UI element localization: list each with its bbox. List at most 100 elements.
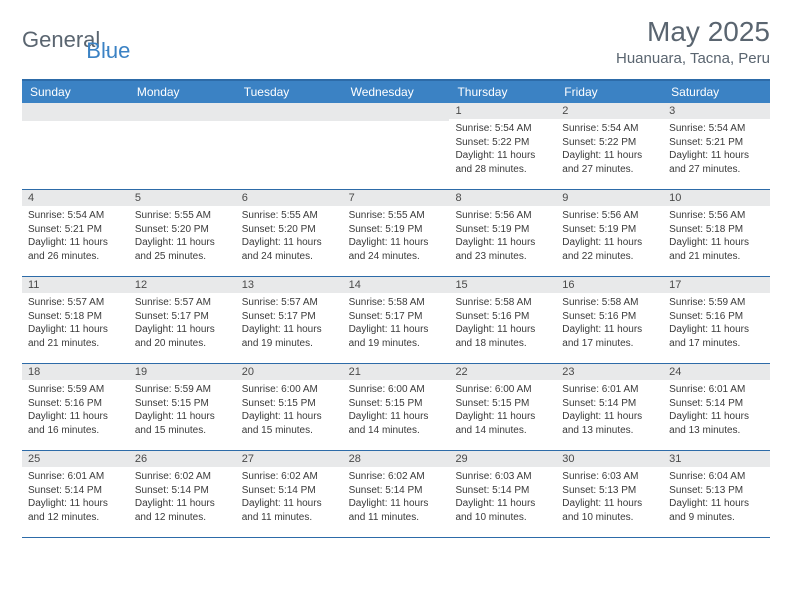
sunset-text: Sunset: 5:22 PM xyxy=(455,136,550,150)
sunset-text: Sunset: 5:18 PM xyxy=(28,310,123,324)
day-number: 17 xyxy=(663,277,770,293)
day-content: Sunrise: 5:56 AMSunset: 5:19 PMDaylight:… xyxy=(449,206,556,266)
sunrise-text: Sunrise: 5:54 AM xyxy=(669,122,764,136)
sunrise-text: Sunrise: 5:57 AM xyxy=(135,296,230,310)
sunset-text: Sunset: 5:19 PM xyxy=(455,223,550,237)
day-content: Sunrise: 6:00 AMSunset: 5:15 PMDaylight:… xyxy=(343,380,450,440)
day-number: 29 xyxy=(449,451,556,467)
daylight1-text: Daylight: 11 hours xyxy=(242,236,337,250)
sunrise-text: Sunrise: 5:56 AM xyxy=(669,209,764,223)
day-number: 2 xyxy=(556,103,663,119)
week-row: 25Sunrise: 6:01 AMSunset: 5:14 PMDayligh… xyxy=(22,451,770,538)
day-cell: 25Sunrise: 6:01 AMSunset: 5:14 PMDayligh… xyxy=(22,451,129,537)
day-number: 20 xyxy=(236,364,343,380)
day-number: 4 xyxy=(22,190,129,206)
day-content: Sunrise: 6:01 AMSunset: 5:14 PMDaylight:… xyxy=(22,467,129,527)
day-cell: 6Sunrise: 5:55 AMSunset: 5:20 PMDaylight… xyxy=(236,190,343,276)
daylight2-text: and 15 minutes. xyxy=(242,424,337,438)
header: General Blue May 2025 Huanuara, Tacna, P… xyxy=(22,16,770,67)
daylight2-text: and 14 minutes. xyxy=(349,424,444,438)
day-number: 10 xyxy=(663,190,770,206)
sunset-text: Sunset: 5:17 PM xyxy=(242,310,337,324)
day-number: 27 xyxy=(236,451,343,467)
day-cell: 18Sunrise: 5:59 AMSunset: 5:16 PMDayligh… xyxy=(22,364,129,450)
sunrise-text: Sunrise: 6:01 AM xyxy=(669,383,764,397)
day-number: 24 xyxy=(663,364,770,380)
sunset-text: Sunset: 5:16 PM xyxy=(669,310,764,324)
calendar: SundayMondayTuesdayWednesdayThursdayFrid… xyxy=(22,79,770,538)
daylight2-text: and 27 minutes. xyxy=(562,163,657,177)
day-header: Thursday xyxy=(449,81,556,103)
day-cell: 4Sunrise: 5:54 AMSunset: 5:21 PMDaylight… xyxy=(22,190,129,276)
weeks-container: 1Sunrise: 5:54 AMSunset: 5:22 PMDaylight… xyxy=(22,103,770,538)
logo-text-2: Blue xyxy=(86,38,130,64)
daylight2-text: and 24 minutes. xyxy=(349,250,444,264)
sunset-text: Sunset: 5:15 PM xyxy=(242,397,337,411)
day-cell: 30Sunrise: 6:03 AMSunset: 5:13 PMDayligh… xyxy=(556,451,663,537)
daylight2-text: and 15 minutes. xyxy=(135,424,230,438)
day-cell: 31Sunrise: 6:04 AMSunset: 5:13 PMDayligh… xyxy=(663,451,770,537)
day-cell: 28Sunrise: 6:02 AMSunset: 5:14 PMDayligh… xyxy=(343,451,450,537)
sunset-text: Sunset: 5:17 PM xyxy=(349,310,444,324)
sunrise-text: Sunrise: 6:01 AM xyxy=(28,470,123,484)
day-content: Sunrise: 5:55 AMSunset: 5:19 PMDaylight:… xyxy=(343,206,450,266)
day-content: Sunrise: 5:54 AMSunset: 5:22 PMDaylight:… xyxy=(449,119,556,179)
daylight1-text: Daylight: 11 hours xyxy=(455,497,550,511)
day-number: 9 xyxy=(556,190,663,206)
day-number: 26 xyxy=(129,451,236,467)
day-number xyxy=(22,103,129,121)
day-cell: 26Sunrise: 6:02 AMSunset: 5:14 PMDayligh… xyxy=(129,451,236,537)
sunrise-text: Sunrise: 5:54 AM xyxy=(562,122,657,136)
day-number xyxy=(236,103,343,121)
day-number: 12 xyxy=(129,277,236,293)
day-number: 5 xyxy=(129,190,236,206)
daylight1-text: Daylight: 11 hours xyxy=(455,323,550,337)
day-content: Sunrise: 5:58 AMSunset: 5:17 PMDaylight:… xyxy=(343,293,450,353)
daylight2-text: and 22 minutes. xyxy=(562,250,657,264)
day-content: Sunrise: 5:55 AMSunset: 5:20 PMDaylight:… xyxy=(236,206,343,266)
day-cell: 8Sunrise: 5:56 AMSunset: 5:19 PMDaylight… xyxy=(449,190,556,276)
day-content: Sunrise: 5:57 AMSunset: 5:17 PMDaylight:… xyxy=(129,293,236,353)
daylight1-text: Daylight: 11 hours xyxy=(135,236,230,250)
day-number: 7 xyxy=(343,190,450,206)
day-content: Sunrise: 5:57 AMSunset: 5:17 PMDaylight:… xyxy=(236,293,343,353)
day-cell: 15Sunrise: 5:58 AMSunset: 5:16 PMDayligh… xyxy=(449,277,556,363)
sunrise-text: Sunrise: 6:03 AM xyxy=(562,470,657,484)
day-content: Sunrise: 5:56 AMSunset: 5:19 PMDaylight:… xyxy=(556,206,663,266)
day-content: Sunrise: 6:04 AMSunset: 5:13 PMDaylight:… xyxy=(663,467,770,527)
sunset-text: Sunset: 5:14 PM xyxy=(669,397,764,411)
daylight2-text: and 21 minutes. xyxy=(669,250,764,264)
daylight1-text: Daylight: 11 hours xyxy=(28,497,123,511)
logo: General Blue xyxy=(22,16,130,64)
day-cell: 29Sunrise: 6:03 AMSunset: 5:14 PMDayligh… xyxy=(449,451,556,537)
sunrise-text: Sunrise: 5:55 AM xyxy=(349,209,444,223)
sunset-text: Sunset: 5:20 PM xyxy=(135,223,230,237)
daylight1-text: Daylight: 11 hours xyxy=(669,410,764,424)
daylight2-text: and 13 minutes. xyxy=(669,424,764,438)
sunrise-text: Sunrise: 6:00 AM xyxy=(455,383,550,397)
daylight2-text: and 12 minutes. xyxy=(135,511,230,525)
day-content: Sunrise: 5:59 AMSunset: 5:16 PMDaylight:… xyxy=(663,293,770,353)
day-header: Tuesday xyxy=(236,81,343,103)
sunrise-text: Sunrise: 6:00 AM xyxy=(349,383,444,397)
day-cell: 12Sunrise: 5:57 AMSunset: 5:17 PMDayligh… xyxy=(129,277,236,363)
daylight1-text: Daylight: 11 hours xyxy=(669,323,764,337)
daylight1-text: Daylight: 11 hours xyxy=(28,410,123,424)
day-content: Sunrise: 6:01 AMSunset: 5:14 PMDaylight:… xyxy=(556,380,663,440)
day-cell: 27Sunrise: 6:02 AMSunset: 5:14 PMDayligh… xyxy=(236,451,343,537)
sunset-text: Sunset: 5:14 PM xyxy=(135,484,230,498)
sunset-text: Sunset: 5:14 PM xyxy=(242,484,337,498)
daylight1-text: Daylight: 11 hours xyxy=(349,497,444,511)
day-cell: 14Sunrise: 5:58 AMSunset: 5:17 PMDayligh… xyxy=(343,277,450,363)
day-content: Sunrise: 6:02 AMSunset: 5:14 PMDaylight:… xyxy=(236,467,343,527)
sunrise-text: Sunrise: 6:02 AM xyxy=(349,470,444,484)
sunrise-text: Sunrise: 5:55 AM xyxy=(135,209,230,223)
day-header: Sunday xyxy=(22,81,129,103)
day-number: 25 xyxy=(22,451,129,467)
daylight2-text: and 24 minutes. xyxy=(242,250,337,264)
day-cell xyxy=(129,103,236,189)
day-header: Wednesday xyxy=(343,81,450,103)
sunset-text: Sunset: 5:16 PM xyxy=(28,397,123,411)
day-number: 6 xyxy=(236,190,343,206)
daylight2-text: and 13 minutes. xyxy=(562,424,657,438)
